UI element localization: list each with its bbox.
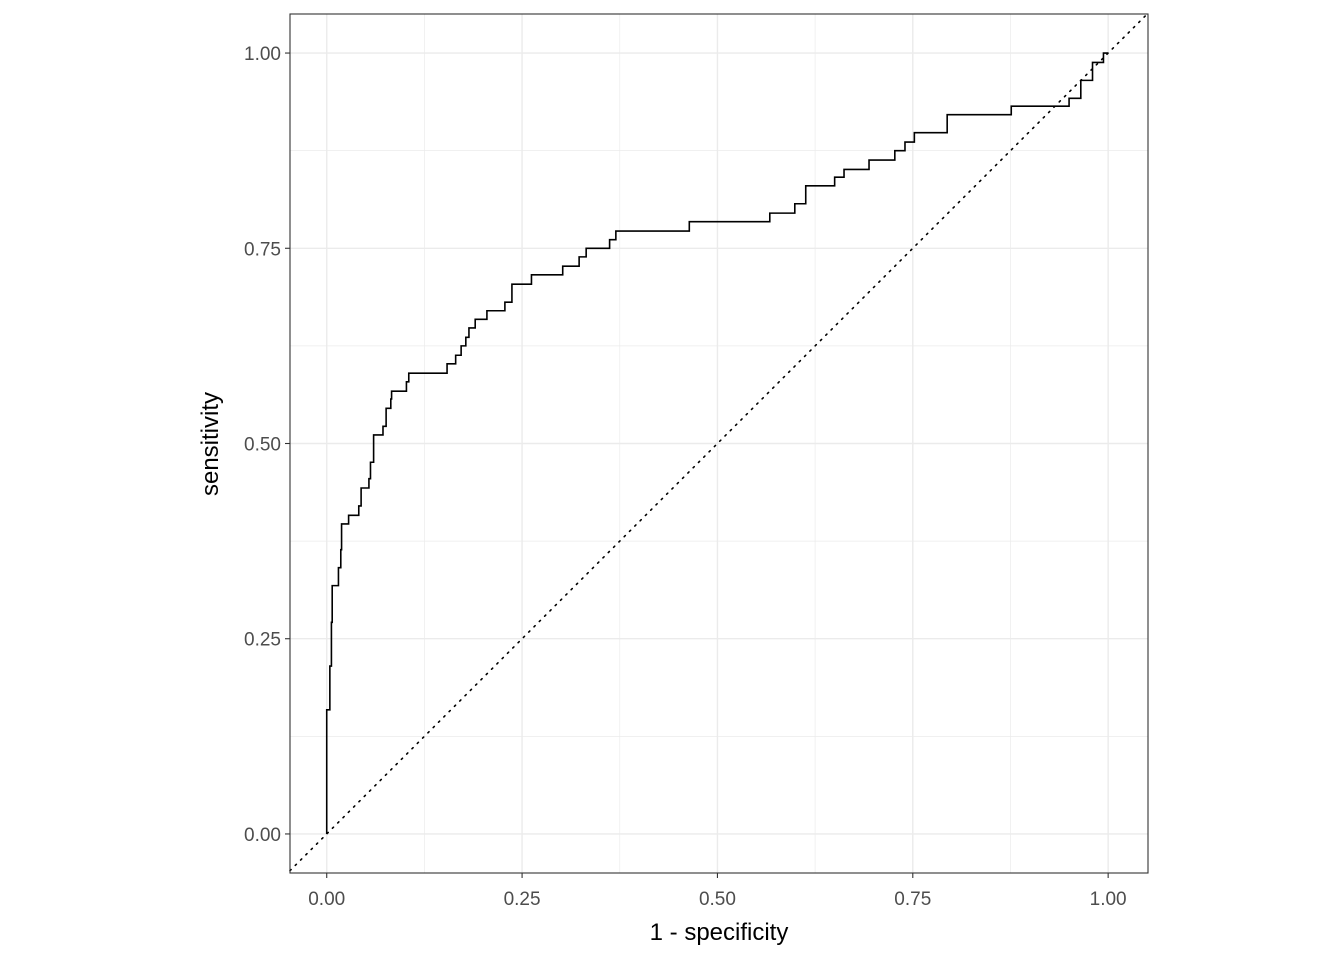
x-tick-label: 0.25: [504, 889, 541, 910]
axes: 0.00 0.25 0.50 0.75 1.00 0.00 0.25 0.50 0.75 1.00: [244, 44, 1127, 910]
x-tick-label: 0.50: [699, 889, 736, 910]
x-tick-label: 0.00: [308, 889, 345, 910]
y-axis-title: sensitivity: [197, 392, 224, 496]
reference-diagonal-line: [289, 13, 1149, 872]
y-tick-label: 0.25: [244, 630, 281, 651]
y-tick-label: 0.50: [244, 435, 281, 456]
x-tick-label: 0.75: [894, 889, 931, 910]
roc-curve: [325, 52, 1109, 834]
x-axis-title: 1 - specificity: [650, 919, 789, 946]
x-tick-label: 1.00: [1090, 889, 1127, 910]
plot-marks: [289, 13, 1149, 872]
y-tick-label: 0.00: [244, 825, 281, 846]
grid-lines: [290, 14, 1148, 873]
y-tick-label: 0.75: [244, 239, 281, 260]
y-tick-label: 1.00: [244, 44, 281, 65]
